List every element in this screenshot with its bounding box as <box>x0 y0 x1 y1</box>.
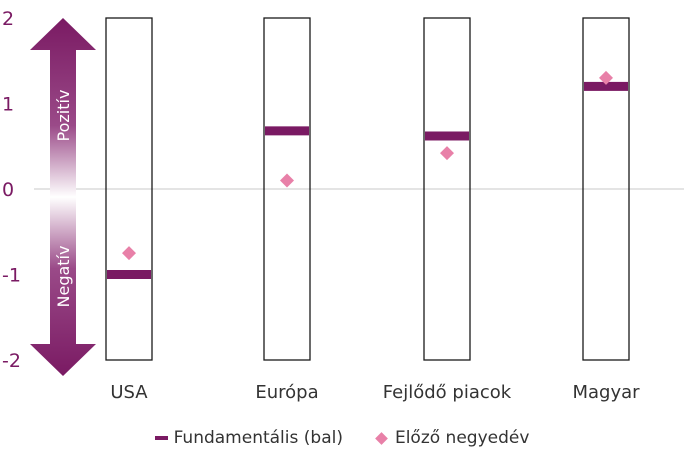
previous-quarter-diamond-mark <box>440 146 454 161</box>
negative-label: Negatív <box>54 246 73 308</box>
category-columns <box>105 17 630 361</box>
double-arrow-shape <box>30 18 96 376</box>
y-tick-label: 1 <box>2 94 14 116</box>
y-tick-label: -1 <box>2 265 21 287</box>
y-axis-ticks: 2 1 0 -1 -2 <box>2 8 21 372</box>
x-tick-label: Európa <box>255 382 318 403</box>
bar-marker-icon <box>154 436 168 440</box>
fundamental-bar-mark <box>107 270 151 279</box>
fundamental-bar-mark <box>425 131 469 141</box>
previous-quarter-diamond-mark <box>280 173 294 188</box>
legend-label-previous-quarter: Előző negyedév <box>394 428 530 448</box>
series-marks <box>107 70 628 279</box>
x-axis-ticks: USA Európa Fejlődő piacok Magyar <box>110 382 640 403</box>
positive-label: Pozitív <box>54 90 73 142</box>
category-column-frame <box>423 17 471 361</box>
y-tick-label: -2 <box>2 350 21 372</box>
fundamental-bar-mark <box>584 81 628 91</box>
legend-item-fundamental: Fundamentális (bal) <box>154 428 343 448</box>
category-column-frame <box>105 17 153 361</box>
x-tick-label: Magyar <box>572 382 640 403</box>
fundamental-bar-mark <box>265 126 309 136</box>
legend-item-previous-quarter: Előző negyedév <box>375 428 530 448</box>
y-tick-label: 0 <box>2 179 14 201</box>
category-column-frame <box>263 17 311 361</box>
previous-quarter-diamond-mark <box>599 70 613 85</box>
sentiment-arrow: Pozitív Negatív <box>30 18 96 376</box>
diamond-marker-icon <box>375 431 388 445</box>
y-tick-label: 2 <box>2 8 14 30</box>
x-tick-label: Fejlődő piacok <box>383 382 512 403</box>
legend: Fundamentális (bal) Előző negyedév <box>0 428 684 448</box>
x-tick-label: USA <box>110 382 148 403</box>
previous-quarter-diamond-mark <box>122 246 136 261</box>
legend-label-fundamental: Fundamentális (bal) <box>173 428 343 448</box>
category-column-frame <box>582 17 630 361</box>
